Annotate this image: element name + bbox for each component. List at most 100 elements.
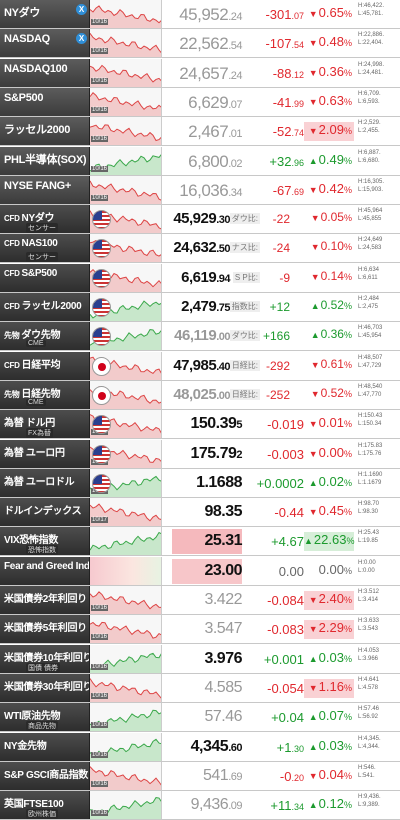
mini-chart[interactable]: [90, 527, 162, 556]
fear-greed-row[interactable]: Fear and Greed Index23.000.000.00%H:0.00…: [0, 556, 400, 586]
mini-chart[interactable]: 10/16: [90, 87, 162, 116]
mini-chart[interactable]: 10/16: [90, 175, 162, 204]
price: 25.31: [204, 532, 242, 550]
row-label[interactable]: VIX恐怖指数 恐怖指数: [0, 527, 90, 556]
row-label[interactable]: Fear and Greed Index: [0, 556, 90, 585]
cfd-row[interactable]: CFD NYダウ センサー 45,929.30 ダウ比: -22 ▼0.05% H:45,96…: [0, 205, 400, 235]
mini-chart[interactable]: 10/16: [90, 29, 162, 58]
label-name: 為替 ユーロ円: [4, 447, 65, 459]
row-label[interactable]: ラッセル2000: [0, 117, 90, 146]
row-label[interactable]: S&P500: [0, 87, 90, 116]
mini-chart[interactable]: [90, 293, 162, 321]
row-label[interactable]: ドルインデックス: [0, 498, 90, 527]
high-low: H:2,529. L:2,455.: [355, 119, 400, 135]
index-row[interactable]: ラッセル2000 10/16 2,467.01 -52.74 ▼2.09% H:2,529…: [0, 117, 400, 147]
row-label[interactable]: 米国債券2年利回り: [0, 586, 90, 614]
row-label[interactable]: WTI原油先物 商品先物: [0, 703, 90, 732]
mini-chart[interactable]: 10/16: [90, 703, 162, 732]
mini-chart[interactable]: 10/17: [90, 498, 162, 527]
price-main: 3.547: [204, 620, 242, 638]
mini-chart[interactable]: 10/16: [90, 644, 162, 673]
fx-row[interactable]: 為替 ドル円FX為替10/17150.395-0.019▼0.01%H:150.…: [0, 410, 400, 440]
bond-row[interactable]: 米国債券5年利回り 10/16 3.547 -0.083 ▼2.29% H:3.633 L:…: [0, 615, 400, 645]
index-row[interactable]: NYダウ X 10/16 45,952.24 -301.07 ▼0.65% H:46,422…: [0, 0, 400, 29]
row-label[interactable]: CFD 日経平均: [0, 351, 90, 380]
index-row[interactable]: S&P500 10/16 6,629.07 -41.99 ▼0.63% H:6,709. L…: [0, 87, 400, 117]
mini-chart[interactable]: 10/16: [90, 58, 162, 87]
fx-row[interactable]: 為替 ユーロ円10/17175.792-0.003▼0.00%H:175.83L…: [0, 439, 400, 469]
fx-row[interactable]: ドルインデックス 10/17 98.35 -0.44 ▼0.45% H:98.70 L:98…: [0, 498, 400, 528]
pct-value: 0.03: [318, 649, 344, 665]
row-label[interactable]: 米国債券5年利回り: [0, 615, 90, 644]
price-main: 98.35: [204, 503, 242, 521]
index-row[interactable]: NYSE FANG+ 10/16 16,036.34 -67.69 ▼0.42% H:16…: [0, 175, 400, 205]
row-label[interactable]: NYダウ X: [0, 0, 90, 28]
low-value: L:4,344.: [358, 743, 380, 750]
bond-row[interactable]: 米国債券30年利回り 10/16 4.585 -0.054 ▼1.16% H:4.641 L…: [0, 673, 400, 703]
mini-chart[interactable]: 10/16: [90, 761, 162, 790]
row-label[interactable]: CFD NYダウ センサー: [0, 205, 90, 234]
sparkline-line: [90, 503, 161, 522]
sparkline-line: [90, 64, 161, 83]
high-low: H:3.512 L:3.414: [355, 588, 400, 604]
row-label[interactable]: CFD NAS100 センサー: [0, 234, 90, 263]
price-decimal: .02: [228, 157, 242, 170]
us-flag-icon: [92, 327, 111, 347]
commodity-row[interactable]: NY金先物 10/16 4,345.60 +1.30 ▲0.03% H:4,345. L:4…: [0, 732, 400, 762]
row-label[interactable]: 米国債券10年利回り 国債 債券: [0, 644, 90, 673]
mini-chart[interactable]: 10/16: [90, 117, 162, 146]
change: +4.67: [271, 534, 304, 549]
cfd-row[interactable]: CFD 日経平均 47,985.40 日経比: -292 ▼0.61% H:48,507 L:…: [0, 351, 400, 381]
cfd-row[interactable]: 先物 日経先物 CME 48,025.00 日経比: -252 ▼0.52% H:48,540…: [0, 380, 400, 410]
bond-row[interactable]: 米国債券10年利回り 国債 債券 10/16 3.976 +0.001 ▲0.03% H:4…: [0, 644, 400, 674]
bond-row[interactable]: 米国債券2年利回り 10/16 3.422 -0.084 ▼2.40% H:3.512 L:…: [0, 586, 400, 615]
mini-chart[interactable]: 10/16: [90, 791, 162, 820]
row-label[interactable]: 米国債券30年利回り: [0, 673, 90, 702]
row-label[interactable]: CFD ラッセル2000: [0, 293, 90, 321]
cfd-row[interactable]: 先物 ダウ先物 CME 46,119.00 ダウ比: +166 ▲0.36% H:46,703…: [0, 322, 400, 352]
row-label[interactable]: CFD S&P500: [0, 263, 90, 292]
price-main: 23.00: [204, 561, 242, 579]
cfd-row[interactable]: CFD ラッセル2000 2,479.75 指数比: +12 ▲0.52% H:2,484 L…: [0, 293, 400, 322]
row-label[interactable]: NY金先物: [0, 732, 90, 761]
index-row[interactable]: NASDAQ X 10/16 22,562.54 -107.54 ▼0.48% H:22,8…: [0, 29, 400, 59]
mini-chart[interactable]: 10/16: [90, 0, 162, 28]
commodity-row[interactable]: S&P GSCI商品指数 10/16 541.69 -0.20 ▼0.04% H:546.…: [0, 761, 400, 791]
index-row[interactable]: NASDAQ100 10/16 24,657.24 -88.12 ▼0.36% H:24,…: [0, 58, 400, 88]
sparkline-area: [90, 180, 161, 204]
mini-chart[interactable]: 10/16: [90, 673, 162, 702]
mini-chart[interactable]: 10/16: [90, 615, 162, 644]
vix-row[interactable]: VIX恐怖指数 恐怖指数 25.31 +4.67 ▲22.63% H:25.43 L:19.…: [0, 527, 400, 557]
commodity-row[interactable]: WTI原油先物 商品先物 10/16 57.46 +0.04 ▲0.07% H:57.46 L…: [0, 703, 400, 733]
fx-row[interactable]: 為替 ユーロドル10/171.1688+0.0002▲0.02%H:1.1690…: [0, 468, 400, 498]
row-label[interactable]: NASDAQ X: [0, 29, 90, 58]
row-label[interactable]: PHL半導体(SOX): [0, 146, 90, 175]
price: 46,119.00: [174, 327, 230, 344]
row-label[interactable]: NASDAQ100: [0, 58, 90, 87]
mini-chart[interactable]: 10/16: [90, 732, 162, 761]
pct-unit: %: [343, 770, 352, 781]
index-row[interactable]: PHL半導体(SOX) 10/16 6,800.02 +32.96 ▲0.49% H:6,…: [0, 146, 400, 176]
row-label[interactable]: S&P GSCI商品指数: [0, 761, 90, 790]
mini-chart[interactable]: 10/16: [90, 586, 162, 614]
row-label[interactable]: 先物 ダウ先物 CME: [0, 322, 90, 351]
row-label[interactable]: 英国FTSE100 欧州株価: [0, 791, 90, 820]
row-label[interactable]: 為替 ドル円 FX為替: [0, 410, 90, 439]
row-label[interactable]: 先物 日経先物 CME: [0, 380, 90, 409]
row-label[interactable]: 為替 ユーロ円: [0, 439, 90, 468]
pct-unit: %: [343, 507, 352, 518]
cfd-row[interactable]: CFD S&P500 6,619.94 S P比: -9 ▼0.14% H:6,634 L:6…: [0, 263, 400, 293]
mini-chart[interactable]: 10/16: [90, 146, 162, 175]
change: +0.001: [264, 652, 304, 667]
change: -107.54: [265, 36, 304, 51]
diff-label: ナス比:: [229, 242, 260, 254]
pct-value: 0.49: [318, 151, 344, 167]
sparkline-line: [90, 797, 161, 815]
fear-greed-gauge[interactable]: [90, 556, 162, 585]
high-low: H:24,649 L:24,583: [355, 236, 400, 252]
high-value: H:45,964: [358, 208, 383, 215]
cfd-row[interactable]: CFD NAS100 センサー 24,632.50 ナス比: -24 ▼0.10% H:24,…: [0, 234, 400, 264]
commodity-row[interactable]: 英国FTSE100 欧州株価 10/16 9,436.09 +11.34 ▲0.12% H:…: [0, 791, 400, 820]
row-label[interactable]: NYSE FANG+: [0, 175, 90, 204]
row-label[interactable]: 為替 ユーロドル: [0, 468, 90, 497]
